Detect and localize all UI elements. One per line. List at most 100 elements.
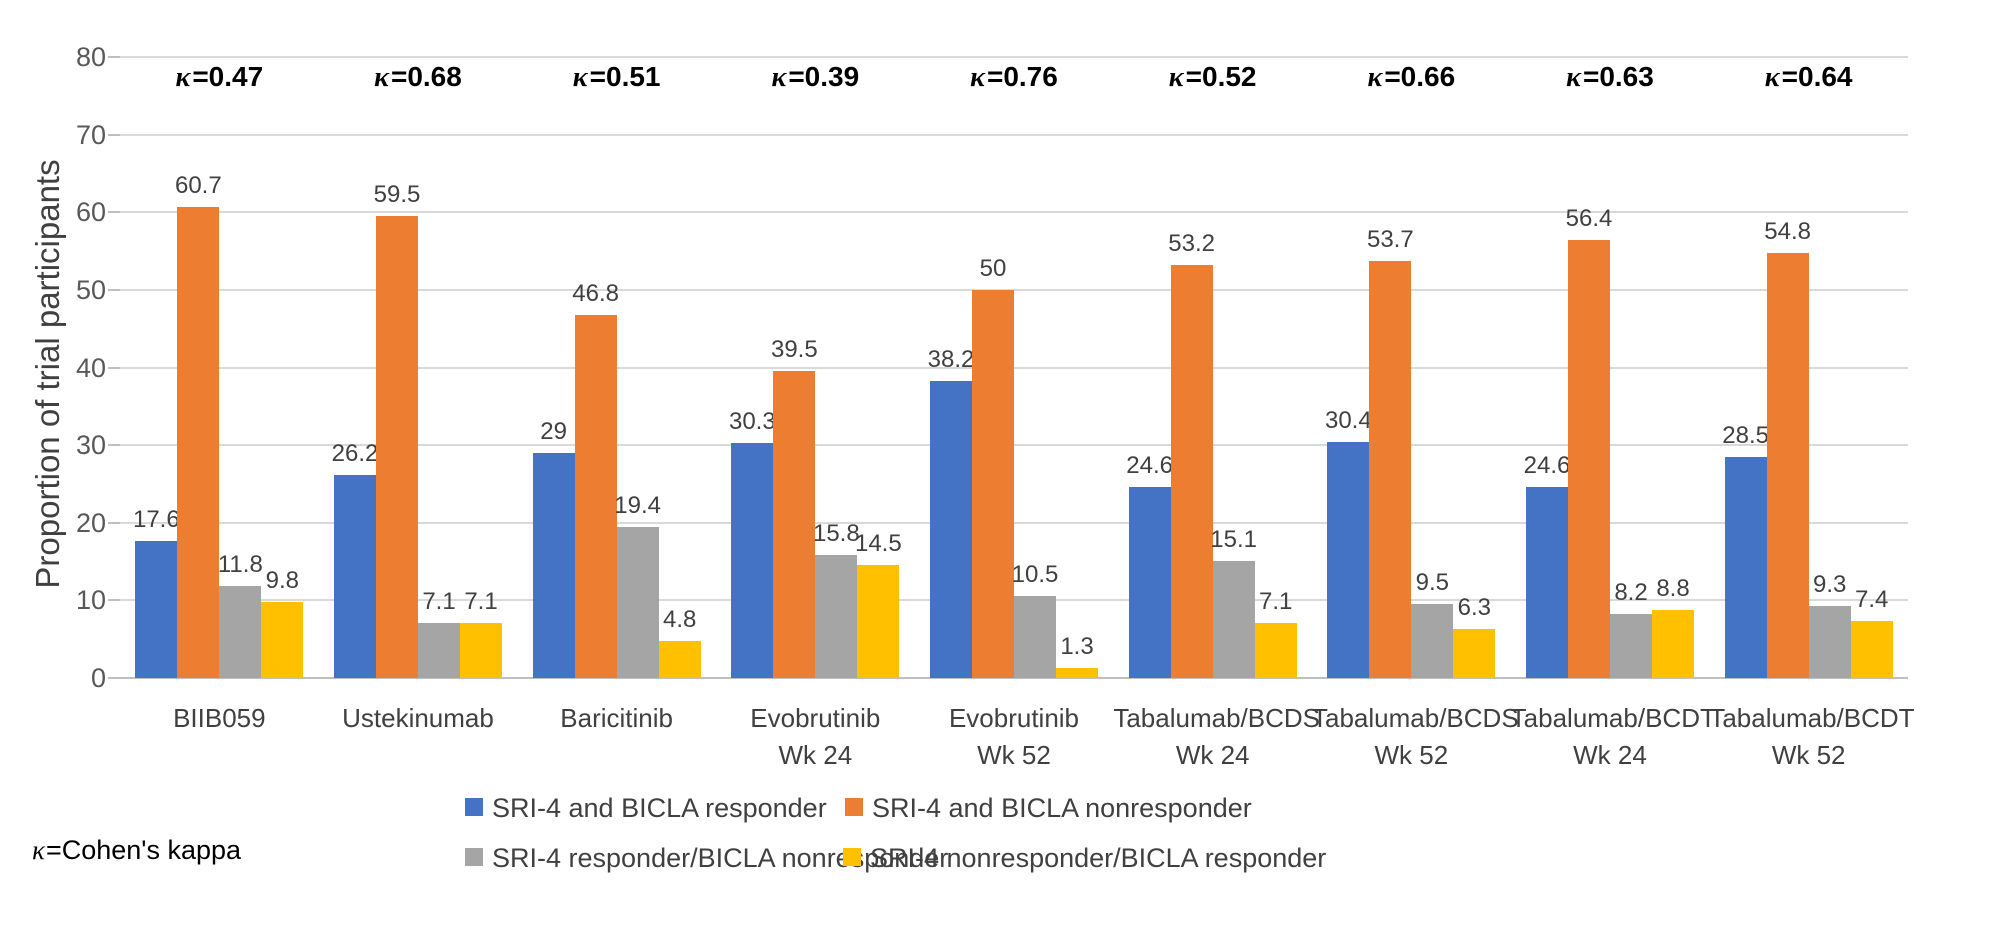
kappa-label-3: κ=0.39 [771,61,860,93]
data-label: 10.5 [1011,561,1059,589]
bar-sri-4-responder-bicla-nonresponder [219,586,262,678]
data-label: 9.5 [1415,569,1450,597]
data-label: 8.2 [1614,579,1648,607]
legend-label: SRI-4 responder/BICLA nonresponder [492,843,949,873]
bar-sri-4-nonresponder-bicla-responder [261,601,304,678]
bar-sri-4-and-bicla-responder [930,381,972,678]
data-label: 17.6 [132,506,180,534]
data-label: 19.4 [614,492,662,520]
kappa-symbol: κ [1367,62,1383,93]
data-label: 26.2 [331,439,379,467]
y-tick-label-80: 80 [75,42,106,72]
gridline-20 [120,521,1908,524]
bar-sri-4-and-bicla-nonresponder [177,206,220,678]
category-label-line: Wk 24 [778,740,853,770]
bar-sri-4-nonresponder-bicla-responder [1652,609,1694,678]
bar-sri-4-and-bicla-nonresponder [1568,240,1610,678]
data-label: 39.5 [770,336,818,364]
data-label: 8.8 [1656,574,1690,602]
gridline-40 [120,366,1908,369]
kappa-label-1: κ=0.68 [374,61,462,93]
bar-sri-4-responder-bicla-nonresponder [616,527,659,678]
kappa-symbol: κ [175,62,191,93]
bar-sri-4-responder-bicla-nonresponder [1212,560,1255,678]
legend-label: SRI-4 nonresponder/BICLA responder [870,843,1327,873]
data-label: 15.1 [1210,525,1258,553]
data-label: 60.7 [174,171,222,199]
category-label-2: Baricitinib [517,700,716,737]
y-tick-label-0: 0 [90,663,106,693]
bar-sri-4-and-bicla-responder [334,474,376,678]
data-label: 7.1 [464,587,498,615]
bar-sri-4-and-bicla-responder [135,541,178,678]
data-label: 50 [979,254,1007,282]
bar-sri-4-responder-bicla-nonresponder [815,555,858,678]
bar-sri-4-and-bicla-nonresponder [574,314,617,678]
data-label: 4.8 [662,605,697,633]
data-label: 54.8 [1764,217,1812,245]
legend-item-sri4resp-bicla-nonresp: SRI-4 responder/BICLA nonresponder [465,843,949,873]
gridline-60 [120,211,1908,214]
category-label-1: Ustekinumab [319,700,518,737]
data-label: 6.3 [1457,594,1492,622]
data-label: 9.3 [1812,570,1847,598]
kappa-symbol: κ [1566,62,1581,93]
data-label: 9.8 [265,566,300,594]
category-label-line: Tabalumab/BCDS [1113,703,1320,733]
gridline-70 [120,133,1908,136]
category-label-line: Baricitinib [560,703,674,733]
category-label-line: Wk 52 [977,740,1051,770]
bar-sri-4-nonresponder-bicla-responder [1850,620,1893,678]
y-tick-label-30: 30 [75,430,106,461]
bar-sri-4-and-bicla-responder [532,452,575,678]
data-label: 7.4 [1854,585,1889,613]
bar-sri-4-nonresponder-bicla-responder [857,565,900,678]
bar-sri-4-and-bicla-responder [731,442,774,678]
data-label: 24.6 [1523,452,1571,480]
kappa-note-text: =Cohen's kappa [45,835,242,865]
y-tick-mark-10 [108,599,120,602]
kappa-symbol: κ [771,62,787,93]
category-label-8: Tabalumab/BCDT Wk 52 [1709,700,1915,774]
bar-sri-4-and-bicla-responder [1724,456,1767,678]
bar-sri-4-and-bicla-nonresponder [773,371,816,678]
y-tick-label-50: 50 [75,274,106,305]
bar-sri-4-nonresponder-bicla-responder [1254,622,1297,678]
gridline-80 [120,56,1908,58]
bar-sri-4-responder-bicla-nonresponder [1610,614,1652,678]
bar-sri-4-responder-bicla-nonresponder [1014,596,1056,678]
y-tick-label-70: 70 [75,119,106,150]
data-label: 7.1 [1258,587,1293,615]
category-label-line: Ustekinumab [342,703,494,733]
legend-swatch-orange [845,797,863,816]
kappa-note: κ=Cohen's kappa [32,834,241,866]
kappa-label-5: κ=0.52 [1168,61,1257,93]
data-label: 11.8 [217,551,263,579]
data-label: 30.4 [1324,407,1372,435]
kappa-label-8: κ=0.64 [1764,61,1853,93]
data-label: 1.3 [1060,632,1094,660]
bar-sri-4-and-bicla-responder [1327,442,1370,678]
data-label: 46.8 [572,279,620,307]
bar-sri-4-nonresponder-bicla-responder [1453,629,1496,678]
category-label-line: Tabalumab/BCDT [1709,703,1915,733]
kappa-symbol: κ [1764,62,1780,93]
category-label-line: Tabalumab/BCDS [1312,703,1519,733]
data-label: 15.8 [812,520,860,548]
y-tick-label-10: 10 [75,585,106,616]
bar-sri-4-and-bicla-nonresponder [376,216,418,678]
bar-sri-4-and-bicla-nonresponder [972,289,1014,678]
kappa-label-4: κ=0.76 [970,61,1058,93]
data-label: 59.5 [373,181,421,209]
legend-swatch-yellow [843,847,861,866]
kappa-symbol: κ [32,835,45,865]
kappa-symbol: κ [374,62,389,93]
gridline-50 [120,288,1908,291]
category-label-line: Wk 24 [1573,740,1647,770]
legend-item-sri4-bicla-responder: SRI-4 and BICLA responder [465,793,827,823]
bar-sri-4-and-bicla-nonresponder [1766,252,1809,678]
kappa-label-2: κ=0.51 [572,61,661,93]
data-label: 38.2 [927,346,975,374]
